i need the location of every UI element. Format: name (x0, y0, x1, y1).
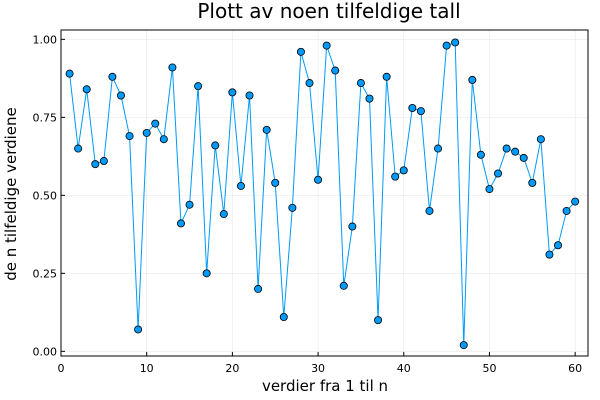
plot-frame (60, 29, 589, 357)
x-axis-label: verdier fra 1 til n (262, 377, 388, 395)
y-axis-label: de n tilfeldige verdiene (2, 107, 20, 281)
data-point (434, 144, 443, 153)
data-point (451, 38, 460, 47)
data-point (331, 66, 340, 75)
data-point (554, 241, 563, 250)
data-point (168, 63, 177, 72)
data-point (348, 222, 357, 231)
data-point (194, 82, 203, 91)
data-point (314, 175, 323, 184)
data-point (408, 103, 417, 112)
x-tick-label: 20 (225, 362, 239, 375)
series-line-group (69, 41, 576, 346)
data-point (245, 91, 254, 100)
data-point (176, 219, 185, 228)
data-point (425, 206, 434, 215)
data-point (125, 132, 134, 141)
x-tick-label: 40 (397, 362, 411, 375)
data-point (468, 75, 477, 84)
data-point (82, 85, 91, 94)
data-point (99, 157, 108, 166)
data-point (159, 135, 168, 144)
data-point (296, 47, 305, 56)
data-point (391, 172, 400, 181)
y-tick-label: 1.00 (33, 33, 58, 46)
x-tick-label: 60 (568, 362, 582, 375)
data-point (185, 200, 194, 209)
data-point (562, 206, 571, 215)
data-point (65, 69, 74, 78)
data-point (142, 128, 151, 137)
data-point (211, 141, 220, 150)
data-point (374, 316, 383, 325)
x-tick-label: 50 (482, 362, 496, 375)
data-point (108, 72, 117, 81)
data-point (442, 41, 451, 50)
data-point (382, 72, 391, 81)
y-tick-label: 0.00 (33, 345, 58, 358)
data-point (236, 181, 245, 190)
x-tick-label: 0 (58, 362, 65, 375)
data-point (74, 144, 83, 153)
y-tick-label: 0.25 (33, 267, 58, 280)
data-point (519, 153, 528, 162)
y-tick-label: 0.75 (33, 111, 58, 124)
x-tick-label: 10 (140, 362, 154, 375)
data-point (254, 284, 263, 293)
data-point (202, 269, 211, 278)
data-point (279, 312, 288, 321)
data-point (502, 144, 511, 153)
data-point (151, 119, 160, 128)
data-point (528, 178, 537, 187)
axis-ticks: 0 10 20 30 40 50 60 0.00 0.25 0.50 0.75 1.00 (33, 33, 583, 375)
data-points (65, 38, 580, 350)
data-point (228, 88, 237, 97)
data-point (356, 79, 365, 88)
data-point (459, 341, 468, 350)
data-point (511, 147, 520, 156)
data-point (271, 178, 280, 187)
data-point (399, 166, 408, 175)
data-point (219, 210, 228, 219)
data-point (476, 150, 485, 159)
data-point (545, 250, 554, 259)
data-point (536, 135, 545, 144)
x-tick-label: 30 (311, 362, 325, 375)
data-point (416, 107, 425, 116)
data-point (322, 41, 331, 50)
data-point (134, 325, 143, 334)
data-point (571, 197, 580, 206)
data-point (365, 94, 374, 103)
data-point (262, 125, 271, 134)
data-point (339, 281, 348, 290)
data-point (288, 203, 297, 212)
data-point (91, 160, 100, 169)
series-line (69, 41, 576, 346)
y-tick-label: 0.50 (33, 189, 58, 202)
data-point (305, 79, 314, 88)
data-point (116, 91, 125, 100)
chart-title: Plott av noen tilfeldige tall (197, 0, 460, 23)
data-point (485, 185, 494, 194)
data-point (494, 169, 503, 178)
